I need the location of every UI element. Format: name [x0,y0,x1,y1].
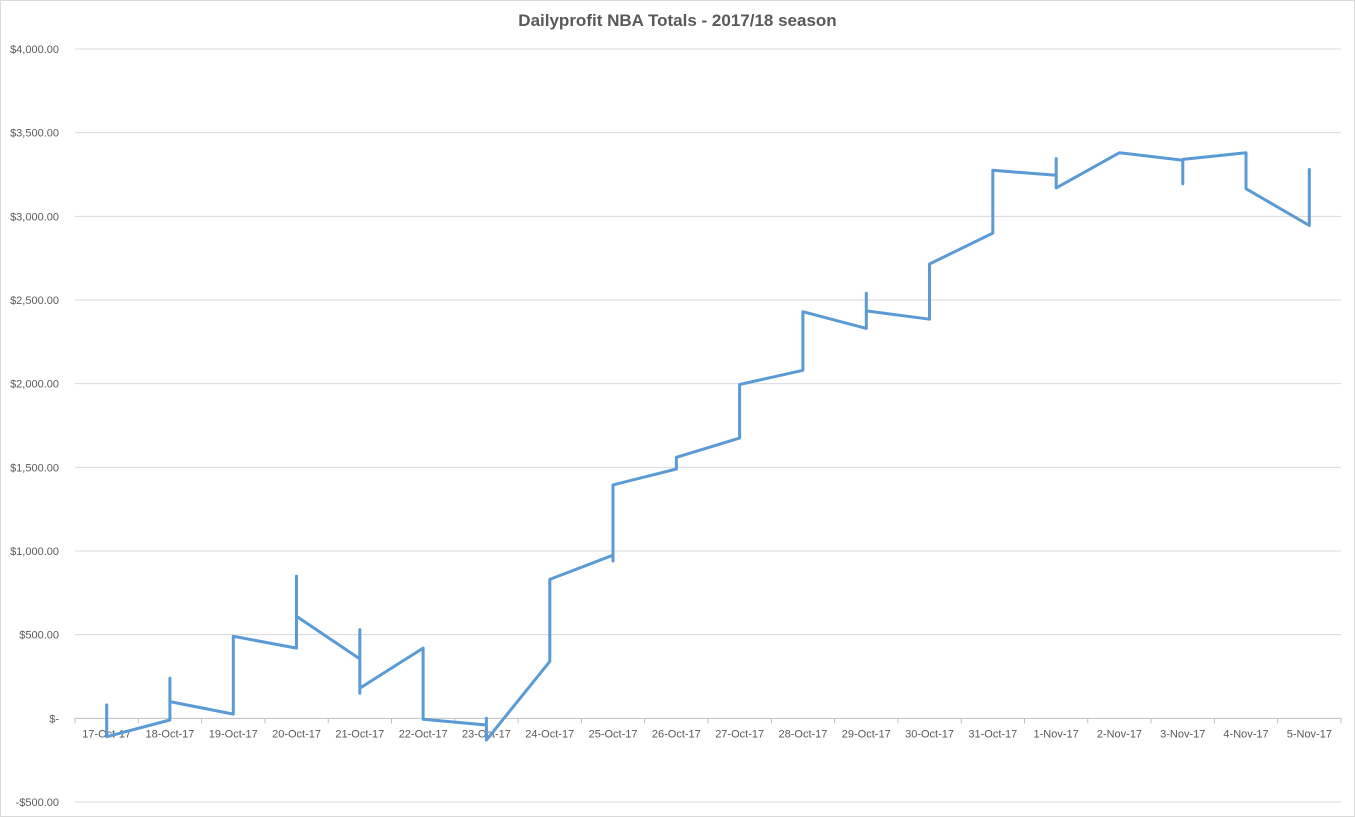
x-tick-label: 1-Nov-17 [1034,728,1079,740]
y-tick-label: $2,000.00 [10,379,59,391]
x-tick-label: 25-Oct-17 [589,728,638,740]
x-tick-label: 29-Oct-17 [842,728,891,740]
x-tick-label: 28-Oct-17 [778,728,827,740]
y-tick-label: $1,500.00 [10,462,59,474]
x-tick-label: 2-Nov-17 [1097,728,1142,740]
x-axis [74,717,1342,724]
series-group [105,151,1311,742]
x-axis-tick-labels: 17-Oct-17 18-Oct-17 19-Oct-17 20-Oct-17 21-O… [82,728,1332,740]
x-tick-label: 3-Nov-17 [1160,728,1205,740]
y-tick-label: $2,500.00 [10,295,59,307]
x-tick-label: 24-Oct-17 [525,728,574,740]
x-tick-label: 19-Oct-17 [209,728,258,740]
x-tick-label: 5-Nov-17 [1287,728,1332,740]
series-line [105,151,1311,742]
y-axis-tick-labels: $4,000.00 $3,500.00 $3,000.00 $2,500.00 $2,0… [10,44,59,809]
x-tick-label: 22-Oct-17 [399,728,448,740]
y-tick-label: $3,500.00 [10,128,59,140]
gridlines [75,48,1341,803]
chart-title: Dailyprofit NBA Totals - 2017/18 season [518,11,837,30]
x-tick-label: 30-Oct-17 [905,728,954,740]
y-tick-label: $- [49,713,59,725]
x-tick-label: 21-Oct-17 [335,728,384,740]
y-tick-label: $500.00 [19,630,59,642]
y-tick-label: -$500.00 [16,797,59,809]
x-tick-label: 4-Nov-17 [1223,728,1268,740]
x-tick-label: 20-Oct-17 [272,728,321,740]
x-tick-label: 18-Oct-17 [145,728,194,740]
y-tick-label: $4,000.00 [10,44,59,56]
x-tick-label: 31-Oct-17 [968,728,1017,740]
y-tick-label: $1,000.00 [10,546,59,558]
y-tick-label: $3,000.00 [10,211,59,223]
x-tick-label: 27-Oct-17 [715,728,764,740]
x-tick-label: 26-Oct-17 [652,728,701,740]
